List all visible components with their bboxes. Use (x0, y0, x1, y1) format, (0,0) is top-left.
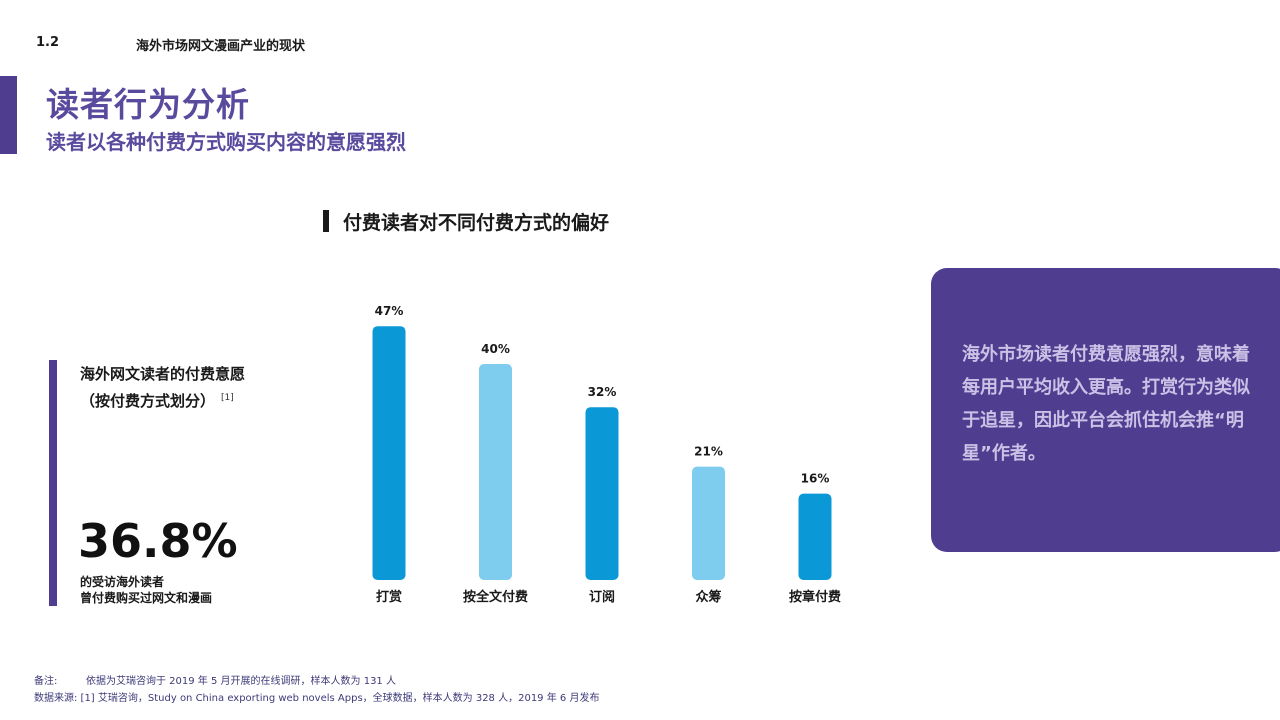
page-title: 读者行为分析 (46, 85, 250, 124)
section-number: 1.2 (36, 35, 60, 50)
stat-caption-line2: 曾付费购买过网文和漫画 (80, 591, 213, 605)
stat-caption: 的受访海外读者 曾付费购买过网文和漫画 (80, 574, 212, 606)
big-stat: 36.8% (78, 514, 238, 568)
footnote-note: 备注: 依据为艾瑞咨询于 2019 年 5 月开展的在线调研，样本人数为 131 … (34, 672, 396, 687)
bar-value-label-1: 40% (481, 342, 510, 356)
footnote-note-text: 依据为艾瑞咨询于 2019 年 5 月开展的在线调研，样本人数为 131 人 (86, 676, 396, 687)
left-panel-accent-bar (49, 360, 57, 606)
chart-title: 付费读者对不同付费方式的偏好 (343, 212, 610, 234)
category-label-2: 订阅 (589, 589, 615, 605)
panel-heading-line2: （按付费方式划分） [1] (80, 386, 245, 413)
category-label-0: 打赏 (376, 589, 402, 605)
bar-4 (798, 493, 832, 580)
panel-heading-line1: 海外网文读者的付费意愿 (80, 365, 246, 383)
panel-heading: 海外网文读者的付费意愿 （按付费方式划分） [1] (80, 362, 245, 413)
footnote-note-label: 备注: (34, 676, 58, 687)
callout-text: 海外市场读者付费意愿强烈，意味着每用户平均收入更高。打赏行为类似于追星，因此平台… (962, 344, 1250, 464)
bar-value-label-2: 32% (588, 385, 617, 399)
bar-2 (585, 407, 619, 580)
chart-title-marker (323, 210, 329, 232)
section-title: 海外市场网文漫画产业的现状 (136, 39, 306, 54)
callout-box (931, 268, 1280, 552)
page-subtitle: 读者以各种付费方式购买内容的意愿强烈 (46, 130, 406, 154)
category-label-1: 按全文付费 (463, 589, 528, 605)
category-label-4: 按章付费 (789, 589, 841, 605)
bar-value-label-4: 16% (801, 472, 830, 486)
panel-heading-line2-text: （按付费方式划分） (80, 392, 216, 410)
bar-value-label-3: 21% (694, 445, 723, 459)
reference-marker: [1] (221, 393, 234, 403)
bar-3 (692, 466, 725, 580)
category-label-3: 众筹 (695, 589, 721, 605)
stat-caption-line1: 的受访海外读者 (80, 575, 165, 589)
bar-1 (479, 364, 512, 580)
bar-0 (372, 326, 406, 580)
footnote-source: 数据来源: [1] 艾瑞咨询，Study on China exporting … (34, 693, 600, 704)
title-accent-bar (0, 76, 17, 154)
bar-value-label-0: 47% (375, 304, 404, 318)
bar-chart: 47% 打赏 40% 按全文付费 32% 订阅 21% 众筹 16% 按章付费 (372, 304, 841, 605)
